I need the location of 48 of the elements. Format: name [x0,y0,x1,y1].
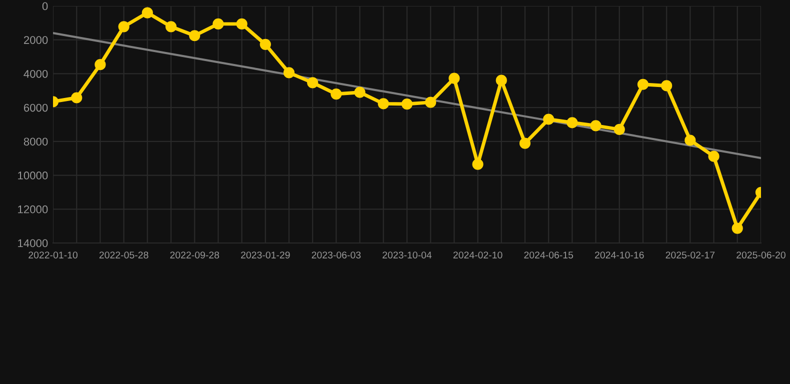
point [496,74,507,86]
point [519,138,531,149]
x-tick-label: 2024-06-15 [524,252,574,258]
x-tick-label: 2025-02-17 [666,252,715,258]
point [637,78,649,90]
y-tick-label: 0 [42,2,48,10]
x-tick-label: 2022-05-28 [99,252,148,258]
y-tick-label: 12000 [18,205,48,214]
point [354,86,366,98]
point [566,117,578,128]
x-tick-label: 2025-06-20 [736,252,786,258]
point [71,92,82,104]
point [212,18,224,30]
x-tick-label: 2024-10-16 [595,252,644,258]
point [590,120,602,132]
point [189,30,200,42]
point [378,98,389,110]
point [708,150,720,162]
point [236,18,248,30]
point [142,7,153,18]
point [330,88,342,100]
point [401,98,413,110]
point [472,158,484,170]
x-tick-label: 2023-10-04 [382,252,432,258]
point [283,67,295,78]
point [543,114,554,125]
x-tick-label: 2022-09-28 [170,252,220,258]
y-tick-label: 10000 [18,172,48,180]
y-tick-label: 14000 [18,239,48,248]
point [684,134,696,146]
point [448,72,460,84]
point [307,77,318,88]
x-tick-label: 2022-01-10 [28,252,78,258]
x-tick-label: 2023-01-29 [241,252,290,258]
y-tick-label: 2000 [24,36,48,44]
point [732,222,743,234]
point [260,38,271,50]
y-tick-label: 4000 [24,70,48,78]
point [425,96,436,108]
point [614,124,625,135]
point [118,21,130,32]
point [94,59,106,70]
y-tick-label: 8000 [24,138,48,146]
point [165,21,177,32]
x-tick-label: 2024-02-10 [453,252,502,258]
point [661,80,672,92]
x-tick-label: 2023-06-03 [312,252,361,258]
y-tick-label: 6000 [24,104,48,112]
